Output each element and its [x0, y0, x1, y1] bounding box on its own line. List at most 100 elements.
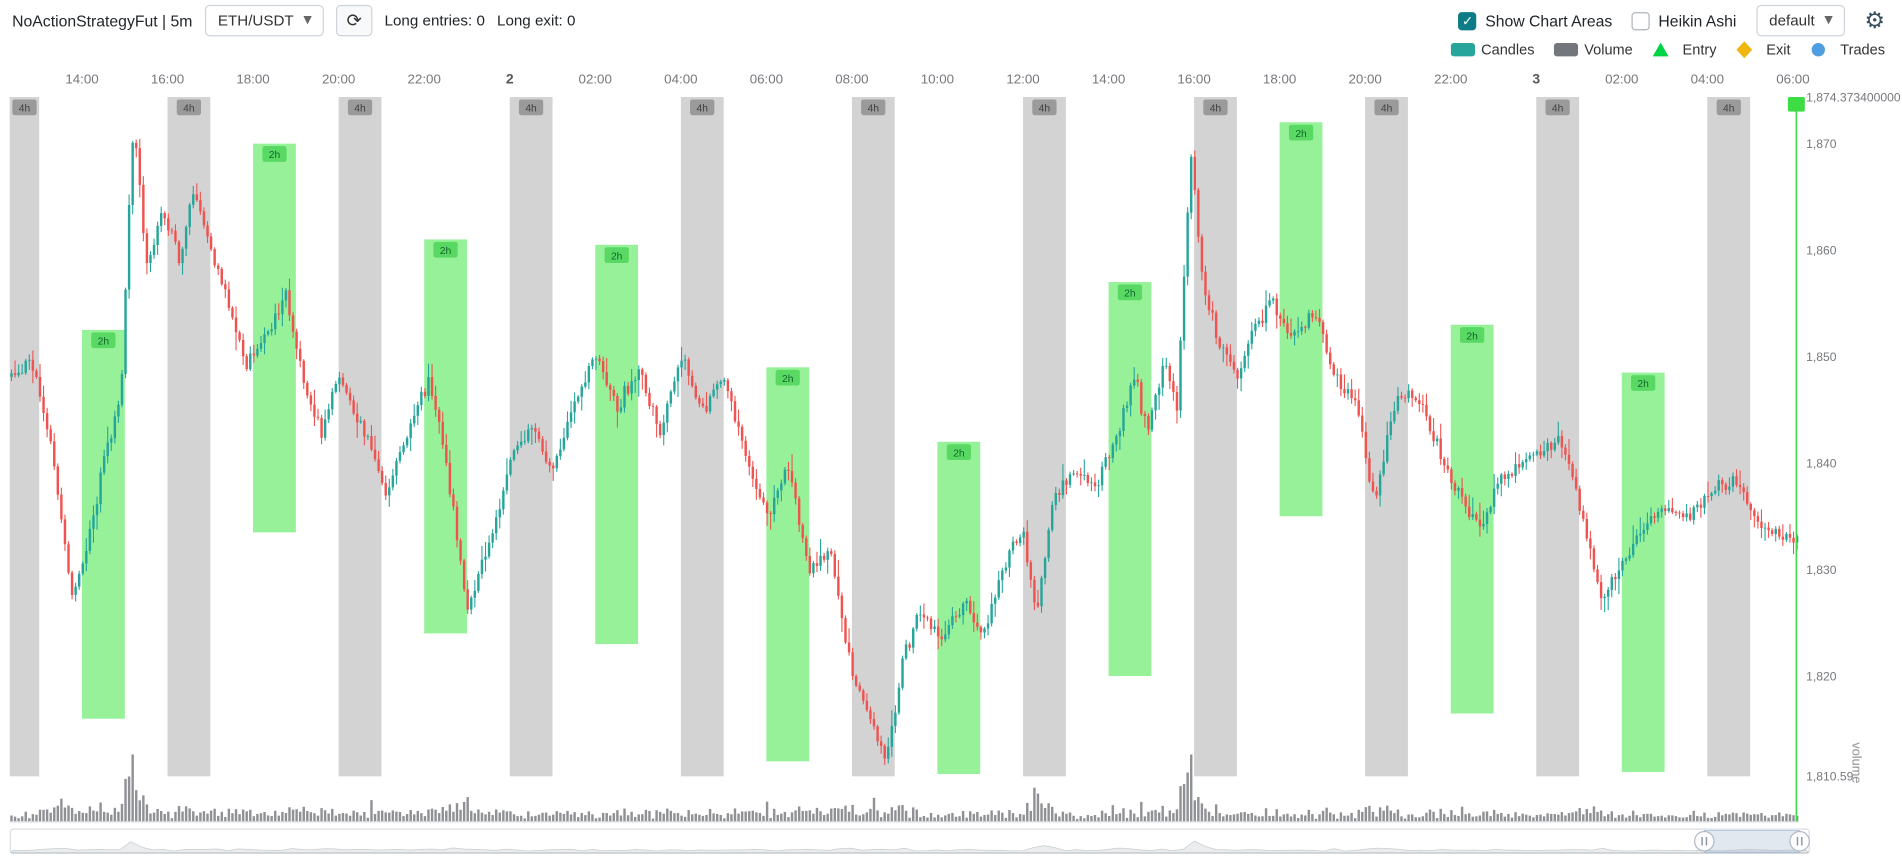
legend-label: Volume [1584, 41, 1633, 59]
svg-text:1,850: 1,850 [1806, 350, 1837, 364]
svg-text:06:00: 06:00 [750, 72, 783, 87]
plot-config-select[interactable]: default ▼ [1755, 4, 1845, 37]
exit-swatch-icon [1736, 41, 1753, 59]
svg-text:2h: 2h [1637, 379, 1649, 390]
svg-text:2h: 2h [98, 336, 110, 347]
svg-text:4h: 4h [1039, 104, 1051, 115]
legend-item-trades[interactable]: Trades [1810, 40, 1885, 59]
svg-text:4h: 4h [696, 104, 708, 115]
svg-text:1,870: 1,870 [1806, 137, 1837, 151]
svg-text:2h: 2h [953, 448, 965, 459]
legend-item-entry[interactable]: Entry [1652, 40, 1717, 59]
refresh-button[interactable]: ⟳ [336, 4, 373, 37]
heikin-ashi-checkbox[interactable]: Heikin Ashi [1631, 11, 1737, 30]
heikin-ashi-label: Heikin Ashi [1658, 11, 1737, 30]
legend-item-candles[interactable]: Candles [1450, 40, 1535, 59]
svg-text:16:00: 16:00 [1177, 72, 1210, 87]
strategy-title: NoActionStrategyFut | 5m [12, 11, 193, 30]
svg-text:16:00: 16:00 [151, 72, 184, 87]
legend-item-exit[interactable]: Exit [1736, 40, 1791, 59]
svg-text:22:00: 22:00 [1434, 72, 1467, 87]
svg-text:2h: 2h [1124, 289, 1136, 300]
svg-text:2h: 2h [269, 150, 281, 161]
time-axis-labels: 14:00 16:00 18:00 20:00 22:00 2 02:00 04:00 06:0… [65, 71, 1809, 87]
checkbox-checked-icon: ✓ [1458, 11, 1477, 30]
toolbar-right-group: ✓ Show Chart Areas Heikin Ashi default ▼… [1458, 4, 1886, 37]
svg-text:08:00: 08:00 [835, 72, 868, 87]
svg-text:4h: 4h [19, 104, 31, 115]
datazoom-shadow [10, 830, 1810, 854]
svg-text:2h: 2h [1466, 331, 1478, 342]
chevron-down-icon: ▼ [1824, 14, 1833, 27]
entry-swatch-icon [1652, 42, 1669, 57]
legend-item-volume[interactable]: Volume [1553, 40, 1633, 59]
svg-text:14:00: 14:00 [65, 72, 98, 87]
svg-text:4h: 4h [1723, 104, 1735, 115]
svg-text:2: 2 [506, 71, 514, 87]
svg-text:02:00: 02:00 [1605, 72, 1638, 87]
svg-text:1,810.59: 1,810.59 [1806, 770, 1853, 784]
refresh-icon: ⟳ [346, 9, 362, 32]
svg-text:18:00: 18:00 [1263, 72, 1296, 87]
svg-text:1,860: 1,860 [1806, 243, 1837, 257]
long-exit-stat: Long exit: 0 [497, 12, 576, 30]
svg-text:3: 3 [1532, 71, 1540, 87]
svg-text:06:00: 06:00 [1776, 72, 1809, 87]
svg-text:4h: 4h [868, 104, 880, 115]
datazoom-data-shadow [10, 840, 1810, 854]
plot-config-value: default [1769, 12, 1815, 30]
price-axis-labels: 1,874.373400000 1,870 1,860 1,850 1,840 1,830… [1806, 90, 1901, 783]
svg-text:14:00: 14:00 [1092, 72, 1125, 87]
current-time-marker [1787, 97, 1805, 822]
svg-text:2h: 2h [611, 251, 623, 262]
svg-text:10:00: 10:00 [921, 72, 954, 87]
volume-axis-name: volume [1849, 742, 1864, 783]
show-chart-areas-label: Show Chart Areas [1485, 11, 1613, 30]
svg-text:20:00: 20:00 [1348, 72, 1381, 87]
svg-text:20:00: 20:00 [322, 72, 355, 87]
svg-text:2h: 2h [782, 374, 794, 385]
svg-text:22:00: 22:00 [408, 72, 441, 87]
datazoom-left-handle[interactable] [1693, 830, 1715, 852]
svg-text:4h: 4h [525, 104, 537, 115]
svg-text:4h: 4h [183, 104, 195, 115]
svg-text:12:00: 12:00 [1006, 72, 1039, 87]
legend-label: Trades [1840, 41, 1886, 59]
svg-text:2h: 2h [440, 246, 452, 257]
svg-text:1,820: 1,820 [1806, 669, 1837, 683]
datazoom-slider[interactable] [9, 828, 1810, 854]
toolbar: NoActionStrategyFut | 5m ETH/USDT ▼ ⟳ Lo… [0, 0, 1902, 41]
datazoom-right-handle[interactable] [1789, 830, 1810, 852]
svg-text:1,830: 1,830 [1806, 563, 1837, 577]
chart-areas-2h: 2h 2h 2h 2h 2h 2h 2h 2h 2h 2h [81, 122, 1665, 775]
chart-legend: Candles Volume Entry Exit Trades [1450, 40, 1885, 59]
svg-text:4h: 4h [354, 104, 366, 115]
svg-text:04:00: 04:00 [1691, 72, 1724, 87]
legend-label: Entry [1682, 41, 1717, 59]
pair-select[interactable]: ETH/USDT ▼ [204, 4, 324, 37]
legend-label: Exit [1766, 41, 1791, 59]
svg-text:2h: 2h [1295, 129, 1307, 140]
datazoom-window[interactable] [1703, 830, 1800, 853]
legend-label: Candles [1481, 41, 1535, 59]
svg-text:4h: 4h [1381, 104, 1393, 115]
svg-text:18:00: 18:00 [236, 72, 269, 87]
volume-swatch-icon [1553, 43, 1579, 57]
candles-swatch-icon [1450, 43, 1476, 57]
svg-text:4h: 4h [1210, 104, 1222, 115]
chevron-down-icon: ▼ [303, 14, 312, 27]
show-chart-areas-checkbox[interactable]: ✓ Show Chart Areas [1458, 11, 1613, 30]
svg-text:1,874.373400000: 1,874.373400000 [1806, 90, 1901, 104]
long-entries-stat: Long entries: 0 [384, 12, 485, 30]
svg-text:04:00: 04:00 [664, 72, 697, 87]
checkbox-unchecked-icon [1631, 11, 1650, 30]
svg-text:4h: 4h [1552, 104, 1564, 115]
candles-series [10, 139, 1799, 766]
chart-areas-4h: 4h 4h 4h 4h 4h 4h 4h 4h 4h 4h 4h [9, 97, 1751, 777]
pair-select-value: ETH/USDT [217, 12, 294, 30]
gear-icon[interactable]: ⚙ [1864, 6, 1886, 34]
trades-swatch-icon [1811, 43, 1826, 57]
svg-text:02:00: 02:00 [579, 72, 612, 87]
